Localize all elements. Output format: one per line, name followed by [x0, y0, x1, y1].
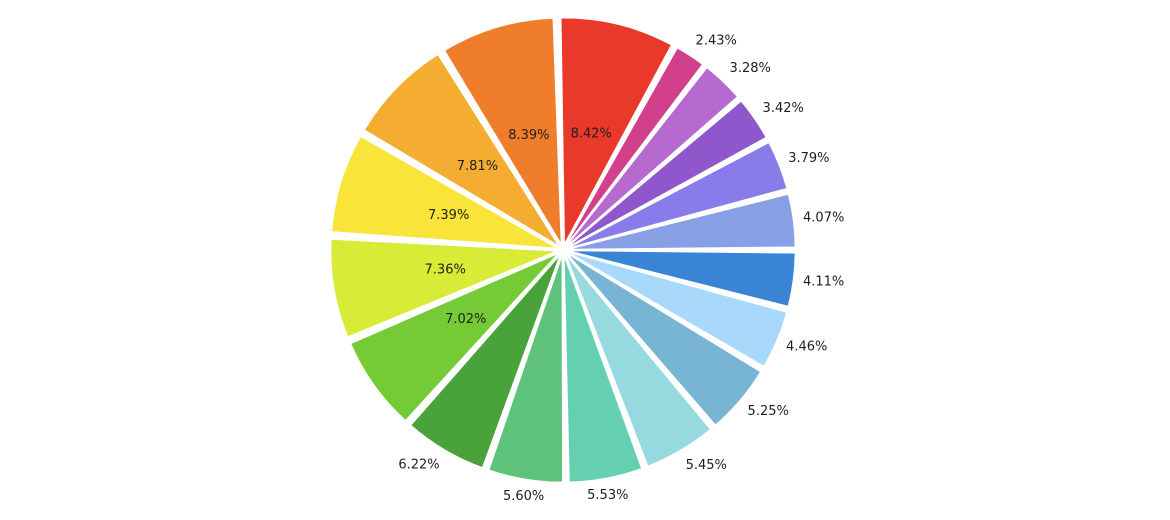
- slice-label-11: 7.81%: [457, 159, 498, 174]
- pie-slice-7: [410, 255, 560, 468]
- pie-slice-12: [444, 18, 562, 245]
- pie-slice-8: [350, 253, 558, 421]
- pie-slice-3: [568, 254, 761, 426]
- pie-slice-6: [488, 256, 563, 483]
- slice-label-2: 4.46%: [786, 339, 827, 354]
- slice-label-5: 5.53%: [587, 488, 628, 503]
- labels-layer: 4.11% 4.46% 5.25% 5.45% 5.53% 5.60% 6.22% 7.02%…: [398, 33, 844, 504]
- slice-label-17: 3.79%: [788, 151, 829, 166]
- slice-label-3: 5.25%: [748, 404, 789, 419]
- pie-slice-10: [331, 136, 557, 249]
- slice-label-8: 7.02%: [445, 312, 486, 327]
- slice-label-6: 5.60%: [503, 489, 544, 504]
- pie-slice-5: [564, 256, 642, 483]
- pie-slice-18: [569, 194, 796, 250]
- pie-slice-16: [568, 100, 767, 247]
- slice-label-18: 4.07%: [803, 211, 844, 226]
- slices-layer: [330, 17, 796, 483]
- pie-slice-4: [566, 255, 711, 467]
- pie-slice-1: [569, 250, 796, 307]
- pie-slice-15: [567, 67, 738, 246]
- slice-label-4: 5.45%: [686, 458, 727, 473]
- pie-slice-14: [566, 47, 703, 245]
- pie-slice-2: [569, 252, 787, 367]
- slice-label-15: 3.28%: [730, 61, 771, 76]
- slice-label-1: 4.11%: [803, 275, 844, 290]
- slice-label-9: 7.36%: [425, 263, 466, 278]
- slice-label-13: 8.42%: [571, 126, 612, 141]
- slice-label-12: 8.39%: [508, 128, 549, 143]
- slice-label-7: 6.22%: [398, 458, 439, 473]
- slice-label-14: 2.43%: [696, 33, 737, 48]
- slice-label-16: 3.42%: [763, 101, 804, 116]
- pie-slice-13: [560, 17, 672, 245]
- pie-slice-11: [364, 54, 559, 246]
- pie-slice-17: [569, 142, 787, 248]
- pie-slice-9: [330, 239, 557, 337]
- slice-label-10: 7.39%: [428, 208, 469, 223]
